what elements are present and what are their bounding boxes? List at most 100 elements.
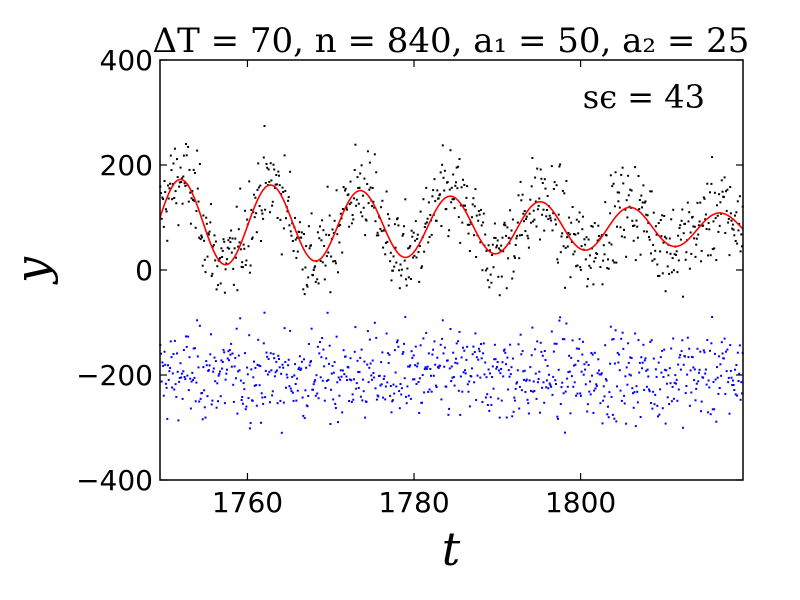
residual-point: [384, 385, 387, 388]
data-point: [234, 237, 237, 240]
x-tick-label: 1760: [212, 486, 283, 519]
data-point: [416, 233, 419, 236]
data-point: [713, 191, 716, 194]
residual-point: [612, 338, 615, 341]
residual-point: [206, 395, 209, 398]
residual-point: [671, 385, 674, 388]
residual-point: [695, 382, 698, 385]
data-point: [183, 182, 186, 185]
residual-point: [242, 382, 245, 385]
data-point: [457, 165, 460, 168]
plot-area: [159, 125, 744, 434]
residual-point: [611, 413, 614, 416]
data-point: [397, 224, 400, 227]
data-point: [316, 231, 319, 234]
residual-point: [415, 383, 418, 385]
residual-point: [477, 347, 480, 350]
residual-point: [556, 415, 559, 418]
data-point: [196, 149, 199, 152]
residual-point: [219, 395, 222, 398]
data-point: [491, 243, 494, 246]
data-point: [175, 202, 178, 205]
residual-point: [573, 381, 576, 384]
data-point: [484, 233, 487, 236]
residual-point: [351, 393, 354, 396]
residual-point: [396, 341, 398, 344]
y-tick-label: −400: [76, 464, 153, 497]
data-point: [514, 256, 516, 259]
residual-point: [229, 353, 232, 356]
residual-point: [264, 369, 267, 372]
residual-point: [603, 395, 606, 398]
data-point: [180, 177, 183, 180]
data-point: [326, 185, 329, 188]
residual-point: [348, 378, 351, 381]
data-point: [462, 204, 465, 207]
data-point: [373, 206, 376, 209]
data-point: [715, 259, 718, 262]
data-point: [543, 229, 546, 232]
residual-point: [368, 366, 371, 369]
data-point: [285, 217, 287, 220]
data-point: [329, 291, 332, 294]
residual-point: [412, 378, 414, 381]
residual-point: [358, 371, 361, 374]
data-point: [727, 221, 730, 224]
data-point: [170, 169, 173, 172]
data-point: [323, 278, 326, 281]
data-point: [488, 286, 491, 289]
data-point: [669, 252, 672, 255]
data-point: [367, 202, 370, 205]
data-point: [584, 258, 587, 261]
residual-point: [640, 356, 643, 359]
residual-point: [329, 423, 332, 425]
residual-point: [315, 374, 318, 377]
residual-point: [390, 411, 393, 414]
data-point: [735, 211, 738, 214]
data-point: [518, 234, 521, 237]
residual-point: [606, 413, 609, 416]
residual-point: [323, 399, 326, 402]
residual-point: [389, 394, 392, 397]
data-point: [700, 260, 702, 263]
data-point: [539, 238, 541, 241]
residual-point: [471, 367, 473, 370]
data-point: [241, 261, 244, 264]
data-point: [195, 210, 198, 212]
residual-point: [290, 390, 293, 393]
data-point: [630, 189, 633, 192]
residual-point: [620, 399, 623, 402]
data-point: [167, 184, 169, 187]
residual-point: [656, 404, 659, 407]
residual-point: [239, 317, 242, 320]
residual-point: [605, 379, 608, 382]
residual-point: [675, 378, 678, 381]
residual-point: [602, 399, 605, 402]
residual-point: [568, 354, 571, 357]
residual-point: [201, 392, 203, 394]
data-point: [193, 199, 196, 202]
residual-point: [214, 360, 217, 363]
data-point: [639, 253, 642, 256]
residual-point: [617, 361, 620, 364]
residual-point: [355, 387, 358, 390]
data-point: [656, 263, 659, 266]
residual-point: [173, 339, 176, 342]
residual-point: [167, 364, 169, 367]
data-point: [690, 252, 693, 255]
data-point: [702, 224, 705, 227]
residual-point: [341, 411, 344, 414]
residual-point: [571, 339, 574, 342]
residual-point: [309, 361, 312, 364]
residual-point: [503, 348, 506, 351]
residual-point: [271, 394, 274, 397]
residual-point: [448, 407, 451, 410]
data-point: [733, 234, 736, 237]
residual-point: [555, 383, 557, 385]
data-point: [481, 269, 484, 272]
data-point: [192, 168, 195, 171]
data-point: [466, 185, 469, 188]
data-point: [164, 191, 167, 194]
data-point: [484, 269, 487, 272]
data-point: [179, 166, 182, 169]
